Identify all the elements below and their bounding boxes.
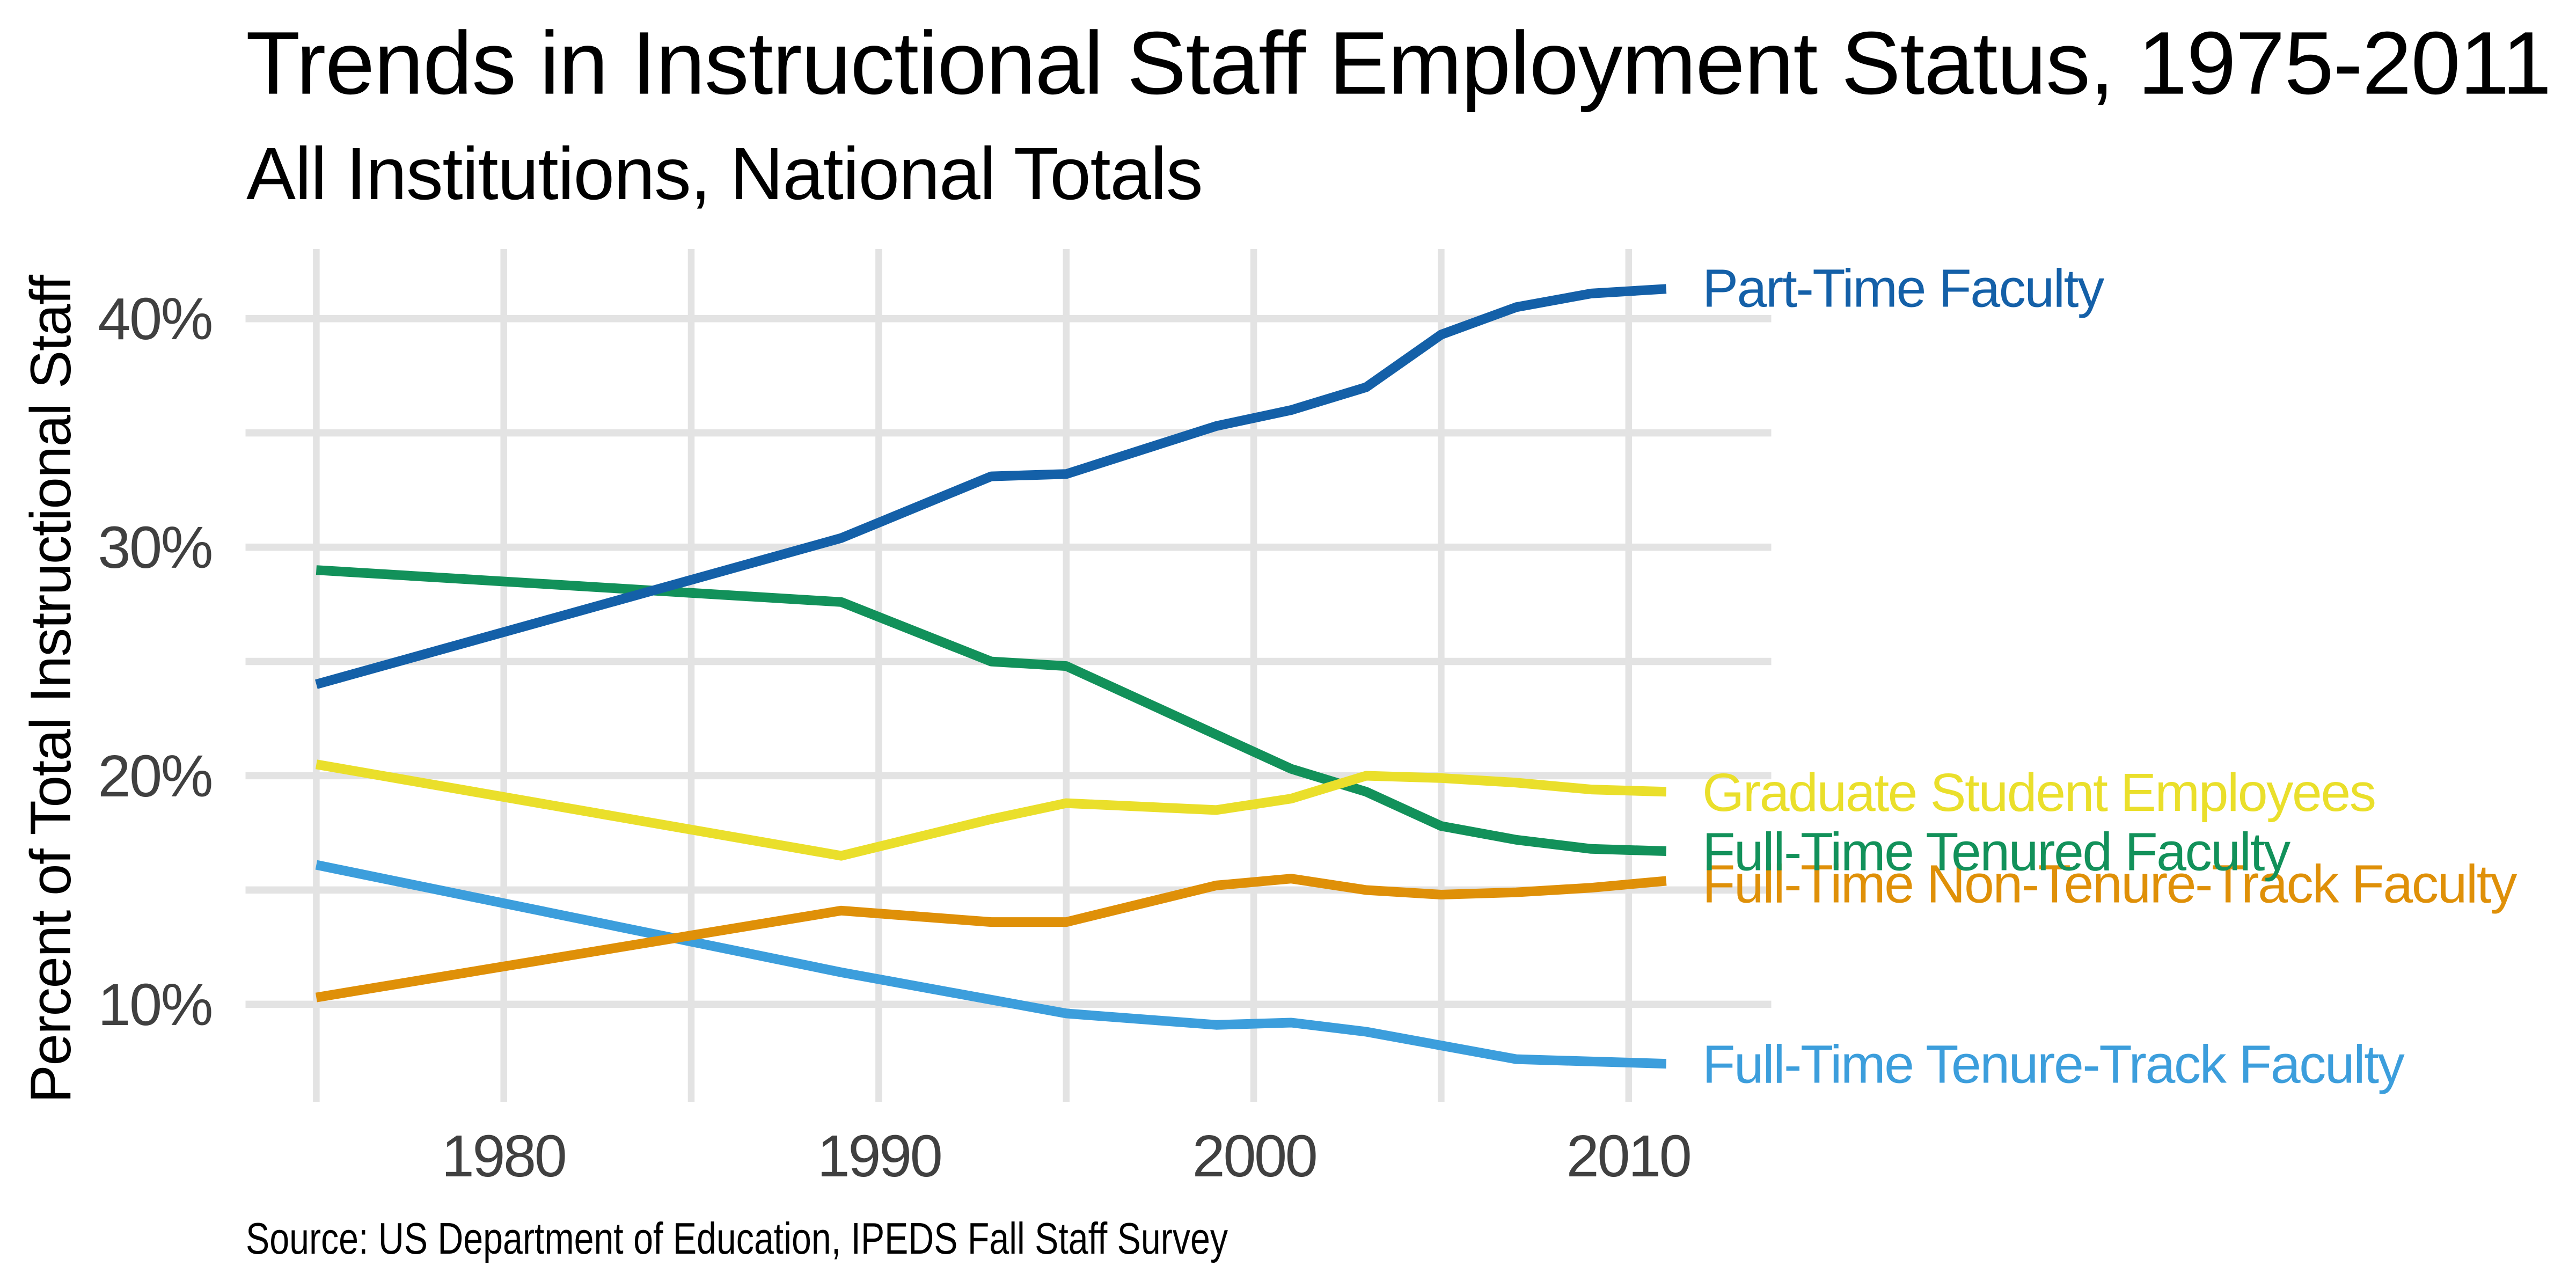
svg-text:Full-Time Tenured Faculty: Full-Time Tenured Faculty: [1702, 822, 2291, 882]
svg-text:10%: 10%: [98, 972, 212, 1038]
svg-text:2000: 2000: [1192, 1123, 1316, 1189]
svg-text:Source: US Department of Educa: Source: US Department of Education, IPED…: [246, 1213, 1228, 1263]
svg-text:1980: 1980: [442, 1123, 566, 1189]
svg-text:Graduate Student Employees: Graduate Student Employees: [1702, 763, 2375, 823]
svg-text:Percent of Total Instructional: Percent of Total Instructional Staff: [18, 275, 83, 1103]
svg-text:40%: 40%: [98, 286, 212, 352]
svg-text:Full-Time Tenure-Track Faculty: Full-Time Tenure-Track Faculty: [1702, 1034, 2405, 1094]
svg-text:Part-Time Faculty: Part-Time Faculty: [1702, 259, 2105, 319]
svg-text:All Institutions, National Tot: All Institutions, National Totals: [246, 133, 1202, 215]
svg-text:20%: 20%: [98, 743, 212, 809]
svg-text:2010: 2010: [1567, 1123, 1690, 1189]
svg-text:30%: 30%: [98, 515, 212, 581]
svg-text:Trends in Instructional Staff: Trends in Instructional Staff Employment…: [246, 14, 2551, 113]
svg-text:1990: 1990: [817, 1123, 941, 1189]
svg-text:Full-Time Non-Tenure-Track Fac: Full-Time Non-Tenure-Track Faculty: [1702, 854, 2518, 914]
